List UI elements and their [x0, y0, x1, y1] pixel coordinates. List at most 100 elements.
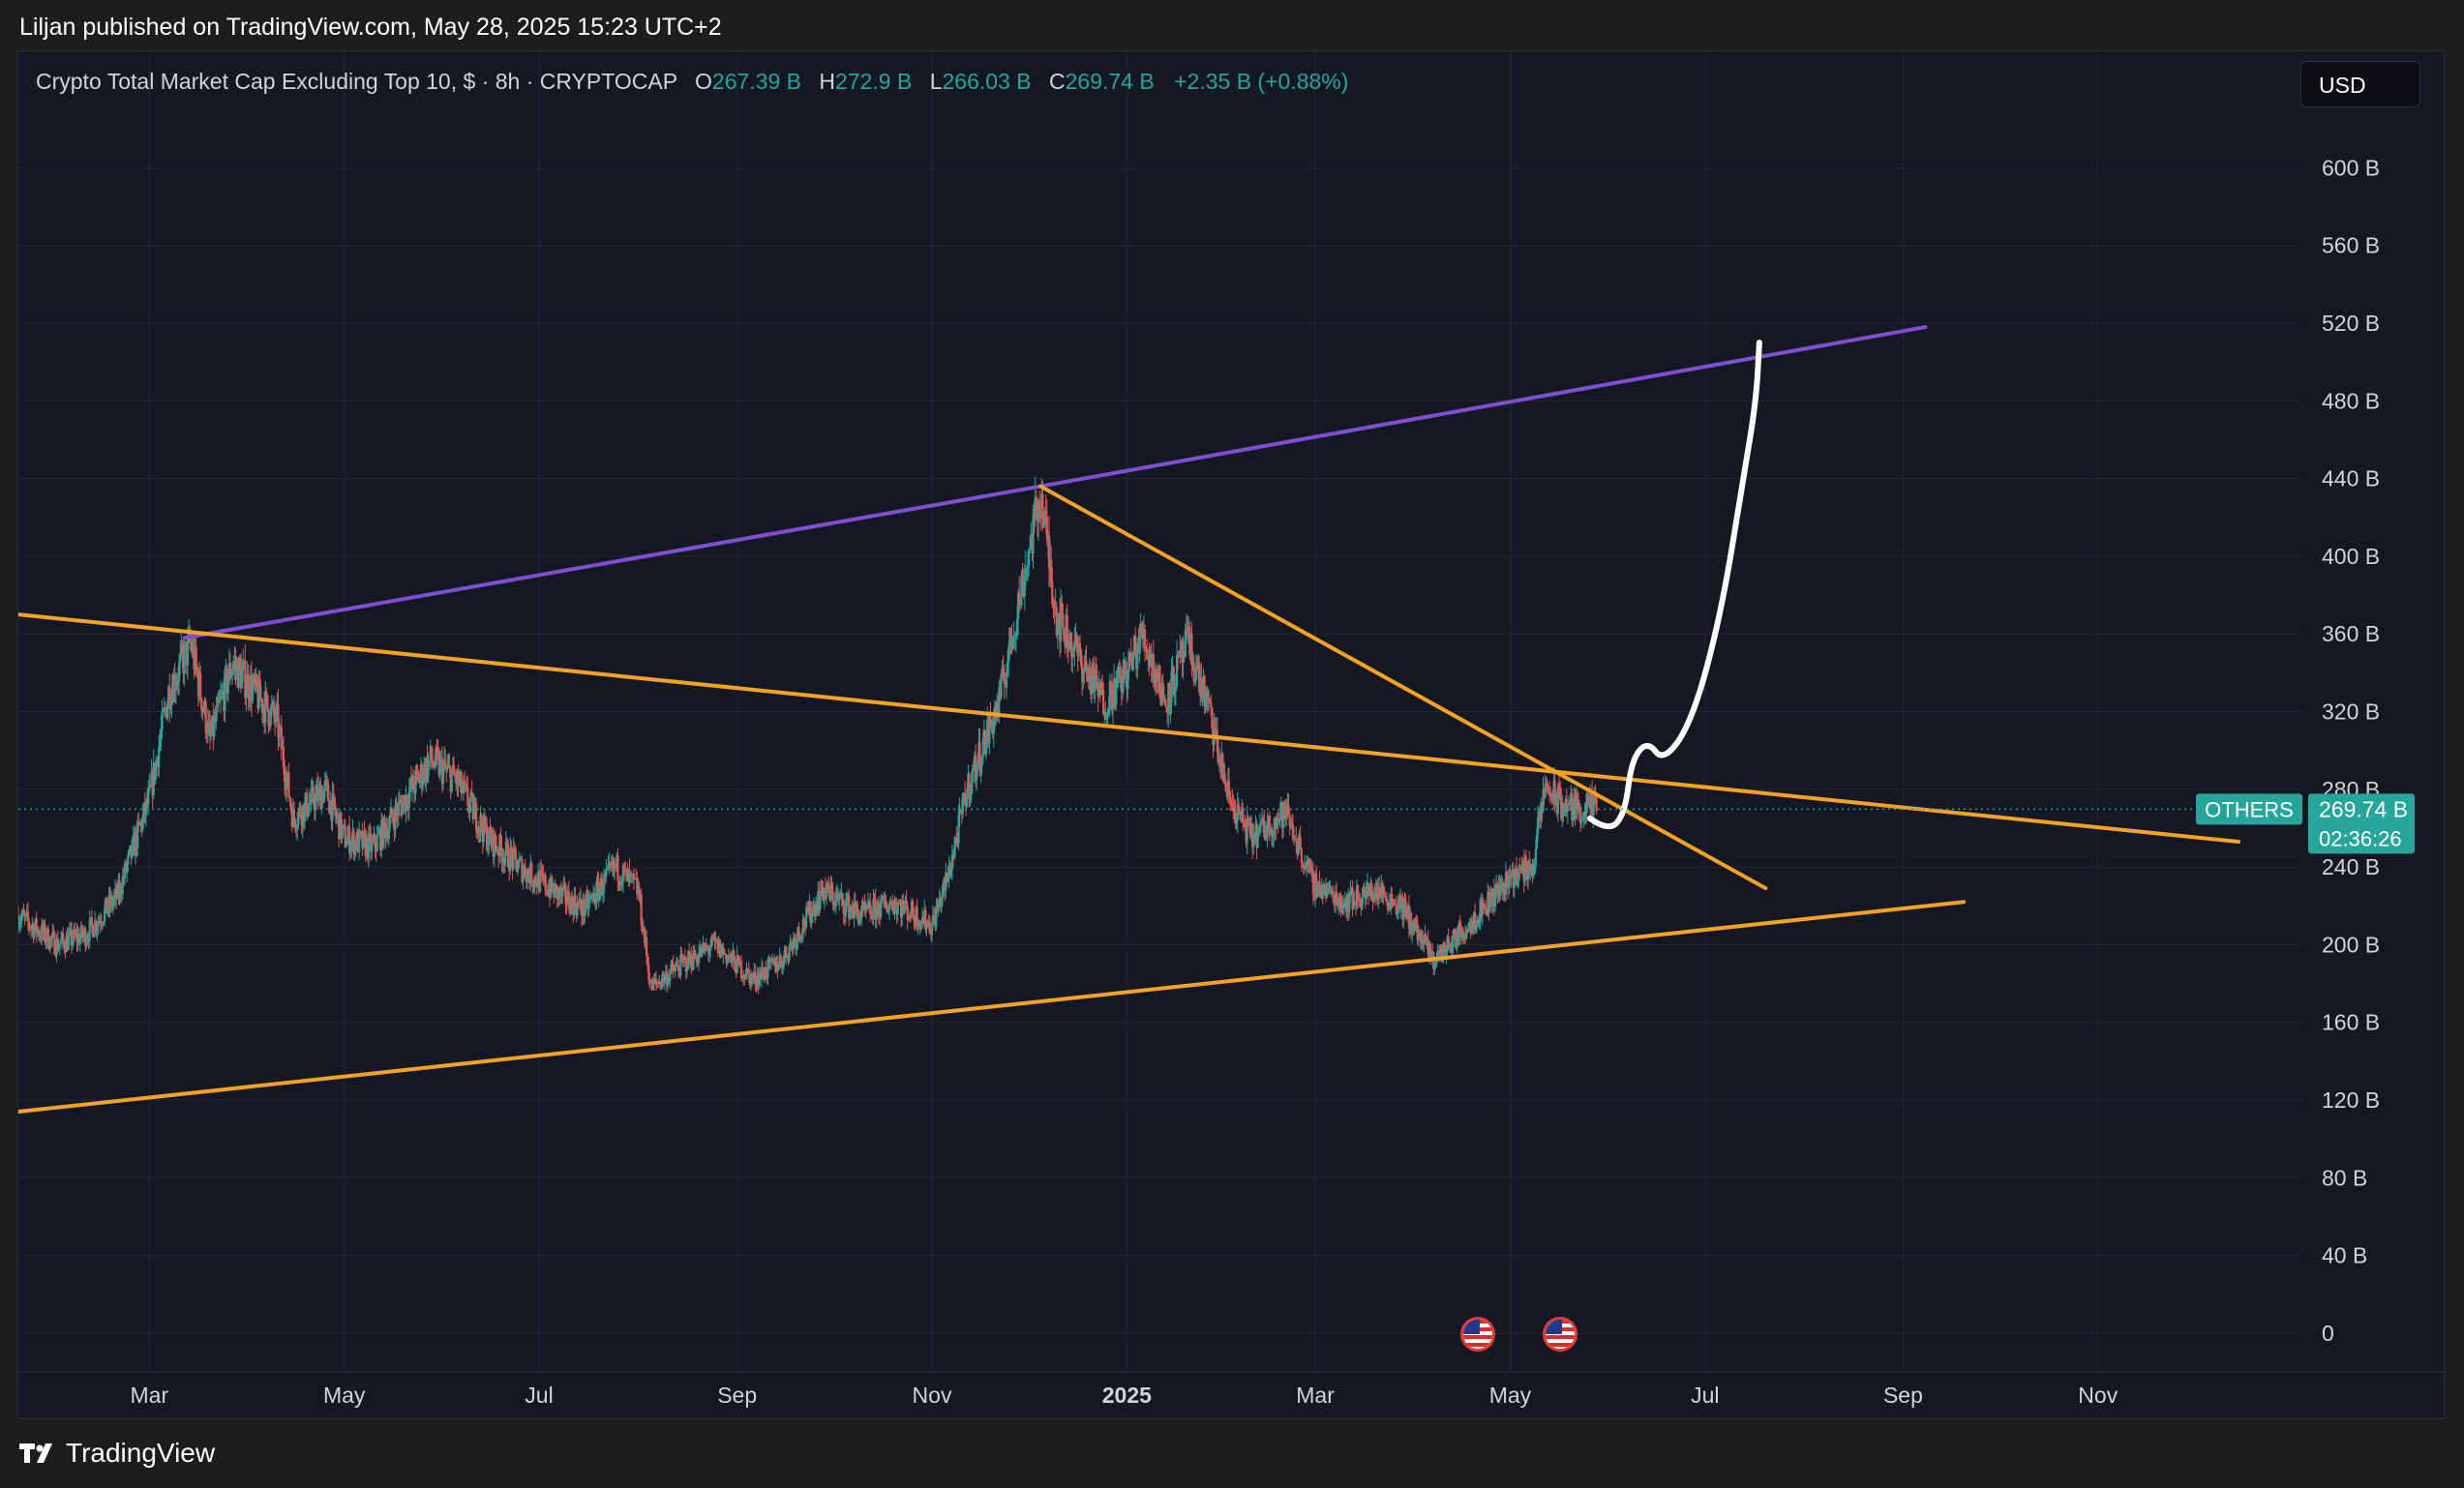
candle-body — [789, 941, 792, 947]
candle-body — [321, 791, 324, 803]
candle-body — [125, 863, 128, 873]
candle-body — [42, 924, 45, 935]
candle-body — [609, 862, 612, 866]
candle-body — [76, 934, 79, 942]
candle-body — [1444, 945, 1447, 956]
projection-drawing — [1586, 340, 1762, 830]
candle-body — [738, 961, 742, 966]
candle-body — [844, 901, 847, 917]
candle-body — [1451, 937, 1455, 953]
candle-body — [808, 901, 811, 915]
candle-body — [1471, 920, 1475, 930]
candle-body — [434, 765, 436, 767]
candle-body — [441, 765, 445, 784]
candle-body — [255, 674, 258, 689]
candle-body — [1574, 797, 1577, 819]
us-flag-icon[interactable] — [1543, 1317, 1578, 1352]
candle-body — [1312, 893, 1316, 897]
candle-body — [1275, 818, 1277, 828]
candle-body — [1491, 888, 1494, 906]
candle-body — [1524, 856, 1528, 871]
candle-body — [522, 872, 525, 882]
candle-body — [619, 883, 622, 885]
candle-body — [143, 802, 147, 816]
candle-body — [460, 772, 463, 793]
candle-body — [367, 833, 371, 858]
candle-body — [1079, 649, 1083, 666]
candle-body — [193, 645, 195, 670]
candle-body — [469, 791, 472, 802]
currency-button[interactable]: USD — [2300, 61, 2420, 107]
candle-body — [352, 831, 355, 855]
candle-body — [1371, 898, 1374, 901]
candle-body — [1139, 623, 1142, 640]
candle-body — [91, 924, 95, 937]
candle-body — [256, 688, 259, 709]
candle-body — [494, 834, 497, 847]
candle-body — [845, 901, 849, 903]
candle-body — [632, 874, 636, 879]
candle-body — [1086, 669, 1089, 670]
candle-body — [484, 824, 488, 830]
candle-body — [105, 897, 107, 908]
candle-body — [1389, 903, 1392, 909]
candle-body — [355, 832, 358, 849]
candle-body — [1465, 930, 1468, 939]
candle-body — [127, 854, 130, 865]
candle-body — [807, 908, 810, 915]
candle-body — [1013, 635, 1016, 637]
candle-body — [1298, 836, 1301, 844]
candle-body — [971, 768, 974, 783]
candle-body — [270, 706, 273, 708]
candle-body — [854, 902, 856, 908]
tradingview-logo[interactable]: TradingView — [19, 1438, 215, 1469]
candle-body — [35, 918, 38, 934]
candle-body — [1283, 802, 1286, 819]
candle-body — [372, 840, 375, 842]
candle-body — [346, 837, 349, 846]
candle-body — [435, 747, 437, 766]
candle-body — [1166, 707, 1169, 713]
candle-body — [1178, 650, 1181, 657]
candle-body — [1051, 580, 1054, 605]
candle-body — [1591, 793, 1594, 818]
candle-body — [601, 891, 605, 896]
candle-body — [968, 773, 971, 799]
candle-body — [232, 664, 235, 669]
candle-body — [1290, 823, 1293, 825]
candle-body — [247, 674, 250, 699]
candle-body — [894, 902, 897, 904]
candle-body — [1434, 964, 1437, 966]
candle-body — [510, 848, 513, 855]
candle-body — [884, 901, 886, 905]
legend-symbol[interactable]: Crypto Total Market Cap Excluding Top 10… — [36, 69, 677, 94]
candle-body — [332, 793, 335, 797]
candle-body — [66, 936, 69, 951]
candle-body — [1000, 673, 1003, 698]
candle-body — [936, 906, 939, 911]
candle-body — [475, 803, 478, 831]
candle-body — [1151, 654, 1154, 668]
candle-body — [183, 644, 186, 674]
us-flag-icon[interactable] — [1460, 1317, 1495, 1352]
candle-body — [1137, 643, 1140, 654]
candle-body — [561, 889, 564, 897]
candle-body — [376, 835, 378, 851]
candle-body — [706, 946, 708, 948]
candle-body — [453, 774, 457, 777]
candle-body — [960, 810, 963, 815]
candle-body — [985, 743, 988, 755]
candle-body — [258, 678, 261, 700]
candle-body — [378, 830, 382, 851]
candle-body — [1478, 922, 1481, 924]
candle-body — [1113, 678, 1116, 708]
candle-body — [249, 675, 252, 701]
candle-body — [382, 818, 385, 848]
candle-body — [949, 870, 952, 877]
candle-body — [713, 937, 716, 940]
candle-body — [1041, 493, 1044, 528]
candle-body — [1335, 892, 1338, 900]
candle-body — [407, 790, 410, 809]
